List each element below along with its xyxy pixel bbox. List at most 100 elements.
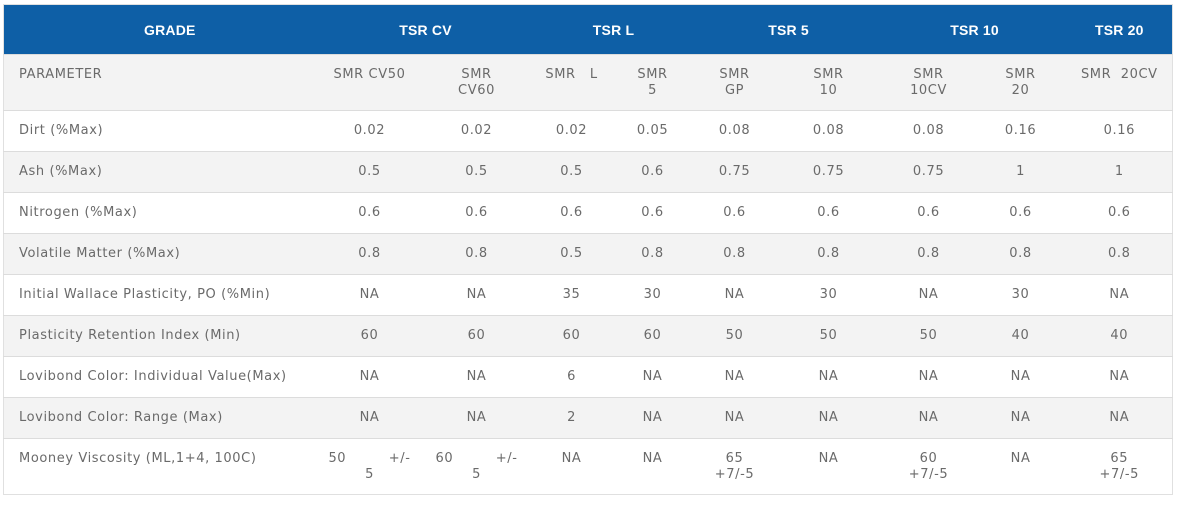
value-cell: 0.05	[610, 110, 695, 152]
value-cell: 0.8	[1066, 233, 1173, 275]
value-cell: 0.02	[318, 110, 421, 152]
grade-name-cell: SMR GP	[694, 54, 775, 111]
value-cell: 40	[1066, 315, 1173, 357]
value-cell: 0.08	[694, 110, 775, 152]
value-cell: 0.8	[318, 233, 421, 275]
value-cell: 0.08	[882, 110, 975, 152]
row-label: Initial Wallace Plasticity, PO (%Min)	[3, 274, 319, 316]
value-cell: 2	[532, 397, 611, 439]
group-header-tsr-10: TSR 10	[882, 4, 1067, 55]
group-header-tsr-cv: TSR CV	[318, 4, 533, 55]
value-cell: 40	[974, 315, 1067, 357]
table-row: Ash (%Max) 0.5 0.5 0.5 0.6 0.75 0.75 0.7…	[3, 151, 1173, 193]
value-cell: 0.16	[974, 110, 1067, 152]
grade-name-cell: SMR 10CV	[882, 54, 975, 111]
value-cell: 65 +7/-5	[1066, 438, 1173, 495]
value-cell: NA	[694, 356, 775, 398]
table-row: Initial Wallace Plasticity, PO (%Min) NA…	[3, 274, 1173, 316]
grade-spec-table: GRADE TSR CV TSR L TSR 5 TSR 10 TSR 20 P…	[3, 4, 1174, 495]
value-cell: NA	[420, 274, 533, 316]
row-label: Ash (%Max)	[3, 151, 319, 193]
value-cell: 0.16	[1066, 110, 1173, 152]
value-cell: 30	[974, 274, 1067, 316]
value-cell: 0.5	[532, 233, 611, 275]
row-label: Dirt (%Max)	[3, 110, 319, 152]
value-cell: 0.8	[694, 233, 775, 275]
value-cell: NA	[882, 397, 975, 439]
row-label: Lovibond Color: Individual Value(Max)	[3, 356, 319, 398]
value-cell: 0.6	[774, 192, 883, 234]
value-cell: 0.6	[420, 192, 533, 234]
value-cell: 0.02	[532, 110, 611, 152]
table-row: Dirt (%Max) 0.02 0.02 0.02 0.05 0.08 0.0…	[3, 110, 1173, 152]
row-label: Volatile Matter (%Max)	[3, 233, 319, 275]
grade-spec-table-container: GRADE TSR CV TSR L TSR 5 TSR 10 TSR 20 P…	[3, 4, 1174, 495]
value-cell: 0.6	[610, 151, 695, 193]
table-row: Plasticity Retention Index (Min) 60 60 6…	[3, 315, 1173, 357]
value-cell: NA	[318, 397, 421, 439]
group-header-tsr-l: TSR L	[532, 4, 695, 55]
value-cell: 1	[1066, 151, 1173, 193]
value-cell: 60	[318, 315, 421, 357]
value-cell: 0.02	[420, 110, 533, 152]
value-cell: NA	[974, 356, 1067, 398]
grade-name-cell: SMR 20CV	[1066, 54, 1173, 111]
value-cell: 60	[532, 315, 611, 357]
grade-name-cell: SMR CV60	[420, 54, 533, 111]
value-cell: NA	[882, 356, 975, 398]
value-cell: 0.8	[974, 233, 1067, 275]
value-cell: NA	[420, 397, 533, 439]
value-cell: 30	[610, 274, 695, 316]
value-cell: 0.8	[610, 233, 695, 275]
value-cell: NA	[1066, 356, 1173, 398]
value-cell: 30	[774, 274, 883, 316]
table-row: Nitrogen (%Max) 0.6 0.6 0.6 0.6 0.6 0.6 …	[3, 192, 1173, 234]
grade-name-cell: SMR 10	[774, 54, 883, 111]
value-cell: NA	[1066, 274, 1173, 316]
value-cell: 60 +7/-5	[882, 438, 975, 495]
value-cell: 0.5	[420, 151, 533, 193]
value-cell: 35	[532, 274, 611, 316]
value-cell: 6	[532, 356, 611, 398]
value-cell: NA	[1066, 397, 1173, 439]
value-cell: NA	[318, 274, 421, 316]
parameter-label: PARAMETER	[3, 54, 319, 111]
value-cell: 0.6	[318, 192, 421, 234]
value-cell: 0.75	[882, 151, 975, 193]
header-row: GRADE TSR CV TSR L TSR 5 TSR 10 TSR 20	[3, 4, 1173, 55]
value-cell: NA	[420, 356, 533, 398]
grade-name-cell: SMR 5	[610, 54, 695, 111]
grade-name-cell: SMR L	[532, 54, 611, 111]
value-cell: NA	[694, 397, 775, 439]
value-cell: 0.6	[532, 192, 611, 234]
value-cell: 60	[420, 315, 533, 357]
value-cell: NA	[318, 356, 421, 398]
mooney-viscosity-row: Mooney Viscosity (ML,1+4, 100C) 50 +/- 5…	[3, 438, 1173, 495]
value-cell: 0.6	[1066, 192, 1173, 234]
value-cell: 50	[694, 315, 775, 357]
value-cell: 0.8	[774, 233, 883, 275]
value-cell: 0.6	[610, 192, 695, 234]
value-cell: 50	[774, 315, 883, 357]
value-cell: NA	[774, 356, 883, 398]
value-cell: 0.75	[774, 151, 883, 193]
value-cell: NA	[610, 397, 695, 439]
parameter-row: PARAMETER SMR CV50 SMR CV60 SMR L SMR 5 …	[3, 54, 1173, 111]
value-cell: 50 +/- 5	[318, 438, 421, 495]
value-cell: NA	[882, 274, 975, 316]
value-cell: 50	[882, 315, 975, 357]
group-header-tsr-5: TSR 5	[694, 4, 883, 55]
value-cell: 0.6	[882, 192, 975, 234]
grade-name-cell: SMR 20	[974, 54, 1067, 111]
value-cell: NA	[694, 274, 775, 316]
table-row: Lovibond Color: Range (Max) NA NA 2 NA N…	[3, 397, 1173, 439]
grade-header: GRADE	[3, 4, 319, 55]
value-cell: 0.08	[774, 110, 883, 152]
table-row: Volatile Matter (%Max) 0.8 0.8 0.5 0.8 0…	[3, 233, 1173, 275]
value-cell: 0.6	[974, 192, 1067, 234]
value-cell: NA	[774, 438, 883, 495]
row-label: Mooney Viscosity (ML,1+4, 100C)	[3, 438, 319, 495]
group-header-tsr-20: TSR 20	[1066, 4, 1173, 55]
value-cell: 0.5	[532, 151, 611, 193]
value-cell: 1	[974, 151, 1067, 193]
